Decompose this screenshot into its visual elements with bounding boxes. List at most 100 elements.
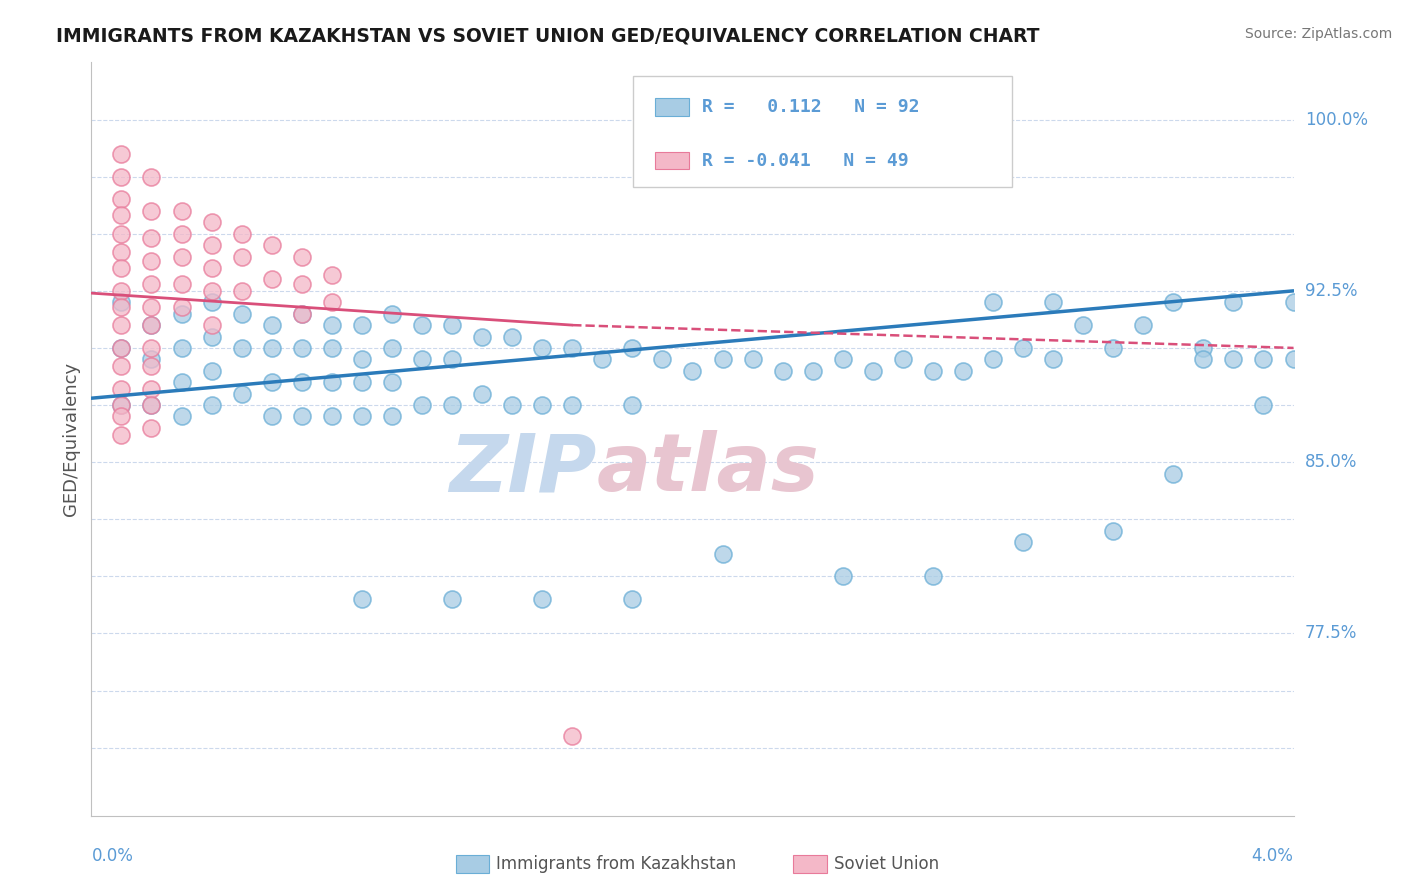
Point bbox=[141, 398, 163, 412]
Point bbox=[141, 318, 163, 332]
Point bbox=[201, 295, 224, 310]
Text: 0.0%: 0.0% bbox=[91, 847, 134, 864]
Point bbox=[170, 203, 193, 218]
Point bbox=[561, 729, 583, 743]
Point bbox=[201, 329, 224, 343]
Point bbox=[952, 364, 974, 378]
Point bbox=[981, 295, 1004, 310]
Point bbox=[1071, 318, 1094, 332]
Point bbox=[170, 375, 193, 389]
Point bbox=[1132, 318, 1154, 332]
Point bbox=[621, 592, 644, 607]
Point bbox=[110, 300, 132, 314]
Point bbox=[291, 341, 314, 355]
Point bbox=[291, 250, 314, 264]
Point bbox=[321, 341, 343, 355]
Point bbox=[110, 398, 132, 412]
Point bbox=[321, 295, 343, 310]
Point bbox=[260, 272, 283, 286]
Point bbox=[110, 398, 132, 412]
Point bbox=[201, 284, 224, 298]
Point bbox=[260, 318, 283, 332]
Point bbox=[231, 307, 253, 321]
Point bbox=[110, 193, 132, 207]
Point bbox=[141, 169, 163, 184]
Text: 77.5%: 77.5% bbox=[1305, 624, 1357, 642]
Point bbox=[741, 352, 763, 367]
Point bbox=[621, 398, 644, 412]
Point bbox=[321, 268, 343, 282]
Point bbox=[350, 592, 373, 607]
Point bbox=[110, 245, 132, 260]
Point bbox=[170, 300, 193, 314]
Point bbox=[201, 318, 224, 332]
Point bbox=[110, 295, 132, 310]
Y-axis label: GED/Equivalency: GED/Equivalency bbox=[62, 362, 80, 516]
Point bbox=[1222, 295, 1244, 310]
Point bbox=[260, 238, 283, 252]
Point bbox=[350, 375, 373, 389]
Point bbox=[411, 318, 433, 332]
Point bbox=[110, 359, 132, 374]
Point bbox=[1192, 352, 1215, 367]
Point bbox=[231, 284, 253, 298]
Point bbox=[321, 409, 343, 424]
Point bbox=[141, 318, 163, 332]
Text: Soviet Union: Soviet Union bbox=[834, 855, 939, 873]
Point bbox=[561, 341, 583, 355]
Point bbox=[141, 203, 163, 218]
Point bbox=[381, 409, 404, 424]
Text: 85.0%: 85.0% bbox=[1305, 453, 1357, 471]
Point bbox=[231, 386, 253, 401]
Point bbox=[291, 307, 314, 321]
Point bbox=[1161, 295, 1184, 310]
Point bbox=[110, 227, 132, 241]
Text: Immigrants from Kazakhstan: Immigrants from Kazakhstan bbox=[496, 855, 737, 873]
Point bbox=[711, 547, 734, 561]
Text: Source: ZipAtlas.com: Source: ZipAtlas.com bbox=[1244, 27, 1392, 41]
Point bbox=[862, 364, 884, 378]
Point bbox=[1253, 398, 1275, 412]
Point bbox=[110, 409, 132, 424]
Point bbox=[141, 277, 163, 291]
Point bbox=[110, 318, 132, 332]
Point bbox=[231, 341, 253, 355]
Point bbox=[291, 307, 314, 321]
Point bbox=[170, 227, 193, 241]
Text: R = -0.041   N = 49: R = -0.041 N = 49 bbox=[702, 152, 908, 169]
Point bbox=[291, 409, 314, 424]
Point bbox=[381, 375, 404, 389]
Point bbox=[440, 318, 463, 332]
Point bbox=[651, 352, 673, 367]
Point bbox=[260, 409, 283, 424]
Point bbox=[260, 375, 283, 389]
Point bbox=[231, 227, 253, 241]
Point bbox=[141, 254, 163, 268]
Point bbox=[1192, 341, 1215, 355]
Point bbox=[201, 215, 224, 229]
Point bbox=[110, 209, 132, 223]
Point bbox=[110, 146, 132, 161]
Point bbox=[141, 341, 163, 355]
Point bbox=[531, 341, 554, 355]
Point bbox=[411, 398, 433, 412]
Point bbox=[141, 359, 163, 374]
Point bbox=[411, 352, 433, 367]
Point bbox=[1012, 341, 1035, 355]
Point bbox=[1161, 467, 1184, 481]
Point bbox=[141, 421, 163, 435]
Point bbox=[621, 341, 644, 355]
Point bbox=[501, 329, 523, 343]
Point bbox=[141, 382, 163, 396]
Point bbox=[291, 375, 314, 389]
Point bbox=[471, 386, 494, 401]
Point bbox=[231, 250, 253, 264]
Point bbox=[531, 592, 554, 607]
Point bbox=[110, 341, 132, 355]
Point bbox=[170, 277, 193, 291]
Point bbox=[1012, 535, 1035, 549]
Point bbox=[981, 352, 1004, 367]
Text: IMMIGRANTS FROM KAZAKHSTAN VS SOVIET UNION GED/EQUIVALENCY CORRELATION CHART: IMMIGRANTS FROM KAZAKHSTAN VS SOVIET UNI… bbox=[56, 27, 1040, 45]
Point bbox=[170, 409, 193, 424]
Point bbox=[591, 352, 613, 367]
